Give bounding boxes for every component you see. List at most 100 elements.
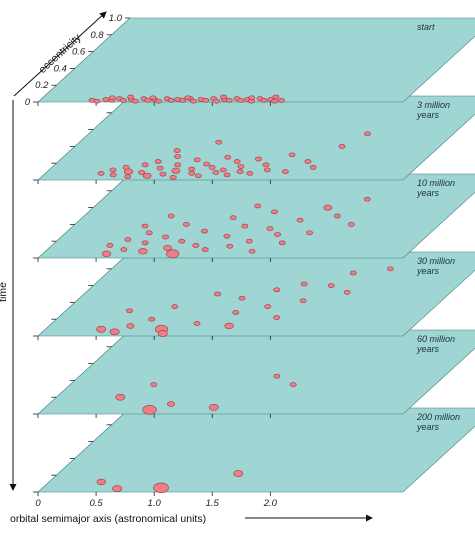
data-point xyxy=(233,159,241,164)
y-tick-label: 1.0 xyxy=(109,13,123,24)
data-point xyxy=(262,162,270,168)
x-tick-label: 2.0 xyxy=(263,498,278,509)
data-point xyxy=(386,266,394,272)
data-point xyxy=(333,213,341,219)
data-point xyxy=(363,196,371,202)
data-point xyxy=(237,164,245,169)
panel-label: years xyxy=(416,422,440,432)
data-point xyxy=(149,95,157,101)
data-point xyxy=(193,321,201,326)
data-point xyxy=(273,373,281,379)
data-point xyxy=(96,478,106,486)
data-point xyxy=(182,222,190,227)
panel-plane xyxy=(37,95,475,181)
data-point xyxy=(296,217,304,223)
data-point xyxy=(248,95,256,101)
data-point xyxy=(127,94,135,100)
data-point xyxy=(109,172,117,178)
data-point xyxy=(266,226,274,231)
data-point xyxy=(274,232,281,237)
data-point xyxy=(201,247,209,252)
data-point xyxy=(101,250,112,257)
panel-label: 30 million xyxy=(417,256,455,266)
time-axis-label: time xyxy=(0,282,9,302)
data-point xyxy=(271,209,278,215)
data-point xyxy=(306,230,313,236)
data-point xyxy=(174,162,182,168)
data-point xyxy=(142,405,157,415)
data-point xyxy=(93,98,101,104)
panel-label: years xyxy=(416,344,440,354)
data-point xyxy=(171,167,181,174)
data-point xyxy=(343,289,351,295)
panel-label: 10 million xyxy=(417,178,455,188)
data-point xyxy=(224,322,234,330)
data-point xyxy=(219,167,227,173)
data-point xyxy=(131,98,139,104)
data-point xyxy=(223,172,231,178)
data-point xyxy=(289,382,297,387)
data-point xyxy=(264,304,272,309)
data-point xyxy=(215,139,223,145)
data-point xyxy=(338,144,346,149)
data-point xyxy=(155,98,162,104)
data-point xyxy=(189,98,197,104)
data-point xyxy=(327,283,335,288)
data-point xyxy=(144,97,152,103)
data-point xyxy=(260,97,268,103)
data-point xyxy=(188,166,196,172)
data-point xyxy=(193,157,201,163)
data-point xyxy=(323,204,333,211)
data-point xyxy=(273,315,281,320)
data-point xyxy=(138,248,148,255)
data-point xyxy=(246,170,254,176)
data-point xyxy=(109,328,120,336)
data-point xyxy=(102,97,110,102)
y-tick-label: 0.4 xyxy=(54,63,67,74)
panel-label: years xyxy=(416,110,440,120)
data-point xyxy=(238,295,246,301)
data-point xyxy=(163,244,172,251)
data-point xyxy=(192,243,200,248)
data-point xyxy=(169,175,177,180)
data-point xyxy=(273,287,281,293)
data-point xyxy=(124,237,132,242)
data-point xyxy=(126,308,133,314)
data-point xyxy=(212,170,220,175)
data-point xyxy=(150,382,158,387)
data-point xyxy=(126,323,135,329)
data-point xyxy=(201,228,208,234)
panel-0: start xyxy=(33,17,475,106)
data-point xyxy=(108,95,116,101)
data-point xyxy=(214,291,222,297)
data-point xyxy=(141,240,149,246)
data-point xyxy=(271,98,279,104)
data-point xyxy=(166,249,180,259)
data-point xyxy=(159,171,167,177)
y-tick-label: 0.6 xyxy=(72,47,86,58)
panel-label: 60 million xyxy=(417,334,455,344)
data-point xyxy=(224,154,232,160)
panel-plane xyxy=(37,329,475,415)
data-point xyxy=(96,325,107,333)
data-point xyxy=(248,248,256,254)
data-point xyxy=(184,95,192,101)
data-point xyxy=(188,170,196,176)
y-axis-arrow xyxy=(13,11,107,97)
data-point xyxy=(174,154,182,159)
data-point xyxy=(208,403,219,411)
data-point xyxy=(300,281,308,287)
data-point xyxy=(299,298,307,304)
data-point xyxy=(223,233,231,239)
data-point xyxy=(220,94,227,100)
panel-label: 3 million xyxy=(417,100,450,110)
data-point xyxy=(115,393,126,401)
data-point xyxy=(226,243,234,249)
data-point xyxy=(109,167,117,173)
